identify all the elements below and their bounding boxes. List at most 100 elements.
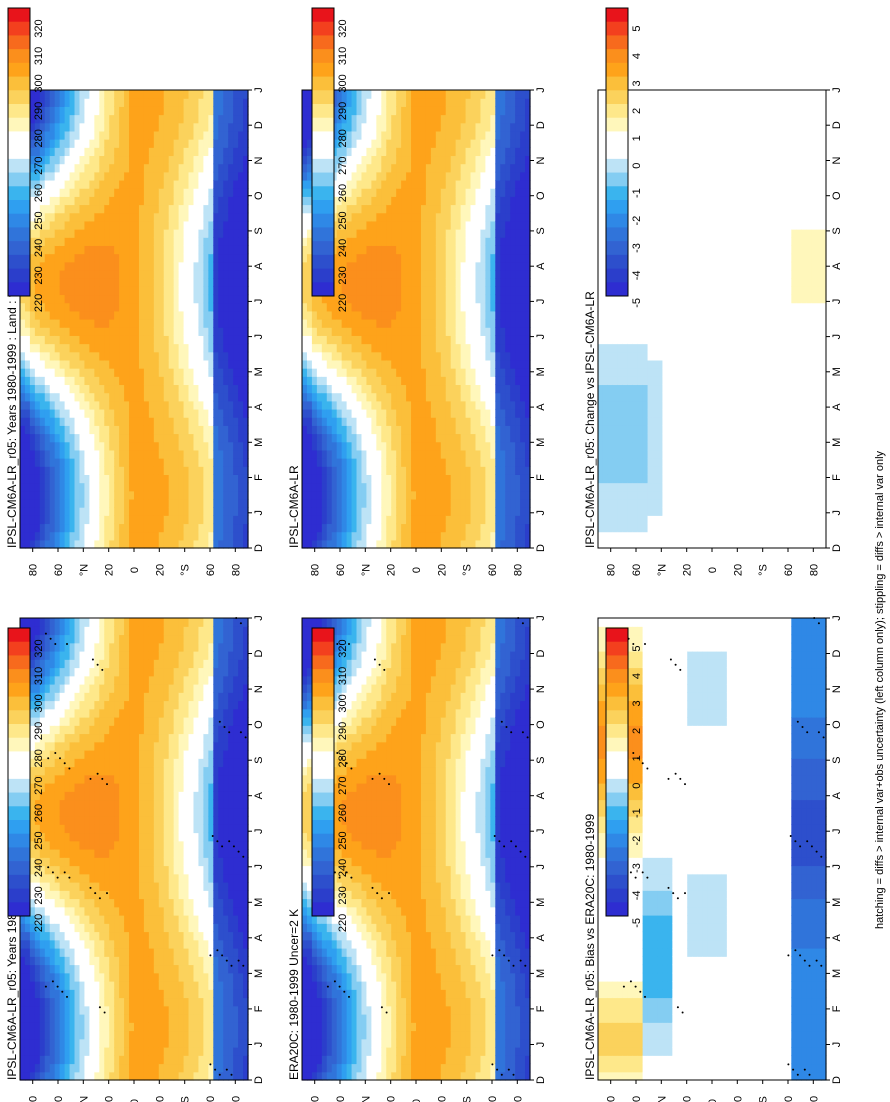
heat-cell [218, 400, 224, 410]
heat-cell [54, 906, 61, 916]
heat-cell [124, 816, 130, 825]
heat-cell [208, 253, 214, 263]
heat-cell [84, 857, 90, 867]
heat-cell [129, 939, 135, 949]
heat-cell [79, 807, 86, 817]
heat-cell [54, 310, 61, 320]
heat-cell [74, 531, 81, 541]
heat-cell [213, 634, 219, 644]
heat-cell [29, 774, 36, 784]
heat-cell [163, 626, 170, 636]
heat-cell [99, 417, 105, 426]
heat-cell [238, 1022, 244, 1032]
heat-cell [69, 931, 76, 941]
heat-cell [198, 997, 204, 1007]
heat-cell [94, 261, 100, 271]
heat-cell [163, 335, 170, 345]
heat-cell [114, 319, 120, 328]
heat-cell [228, 1047, 234, 1056]
heat-cell [188, 923, 195, 933]
heat-cell [129, 659, 135, 669]
heat-cell [148, 1005, 155, 1015]
heat-cell [119, 750, 125, 759]
heat-cell [138, 400, 145, 410]
heat-cell [223, 931, 229, 941]
heat-cell [213, 799, 219, 809]
heat-cell [203, 449, 209, 459]
heat-cell [24, 1022, 31, 1032]
heat-cell [213, 441, 219, 451]
heat-cell [119, 196, 125, 206]
heat-cell [223, 1005, 229, 1015]
heat-cell [134, 507, 140, 516]
heat-cell [183, 675, 190, 685]
heat-cell [84, 474, 90, 484]
heat-cell [138, 684, 145, 693]
heat-cell [228, 733, 234, 743]
heat-cell [158, 335, 165, 345]
heat-cell [109, 196, 115, 206]
heat-cell [218, 948, 224, 957]
heat-cell [193, 915, 200, 924]
heat-cell [163, 807, 170, 817]
heat-cell [193, 368, 200, 377]
heat-cell [119, 237, 125, 246]
heat-cell [163, 857, 170, 867]
heat-cell [148, 931, 155, 941]
heat-cell [44, 294, 51, 304]
heat-cell [54, 626, 61, 636]
heat-cell [188, 1005, 195, 1015]
heat-cell [84, 964, 90, 974]
heat-cell [198, 368, 204, 377]
heat-cell [163, 237, 170, 246]
heat-cell [44, 237, 51, 246]
heat-cell [238, 717, 244, 726]
heat-cell [134, 1063, 140, 1073]
heat-cell [129, 898, 135, 908]
heat-cell [134, 114, 140, 124]
heat-cell [223, 783, 229, 792]
heat-cell [213, 179, 219, 189]
heat-cell [168, 351, 175, 361]
heat-cell [218, 675, 224, 685]
heat-cell [29, 245, 36, 255]
heat-cell [173, 684, 180, 693]
heat-cell [20, 1063, 26, 1073]
heat-cell [84, 343, 90, 353]
heat-cell [89, 651, 95, 660]
stipple-dot [221, 954, 224, 957]
heat-cell [20, 408, 26, 418]
heat-cell [238, 1055, 244, 1065]
heat-cell [129, 474, 135, 484]
heat-cell [119, 923, 125, 933]
heat-cell [138, 692, 145, 702]
heat-cell [238, 931, 244, 941]
heat-cell [188, 523, 195, 533]
month-tick-label: D [253, 649, 265, 657]
heat-cell [20, 490, 26, 500]
heat-cell [134, 824, 140, 834]
heat-cell [94, 237, 100, 246]
stipple-dot [106, 892, 108, 895]
heat-cell [109, 245, 115, 255]
heat-cell [24, 294, 31, 304]
heat-cell [143, 531, 150, 541]
heat-cell [188, 376, 195, 386]
heat-cell [143, 376, 150, 386]
heat-cell [59, 188, 66, 197]
heat-cell [109, 376, 115, 386]
heat-cell [54, 278, 61, 287]
heat-cell [54, 824, 61, 834]
heat-cell [89, 539, 95, 549]
heat-cell [59, 948, 66, 957]
heat-cell [134, 498, 140, 508]
heat-cell [173, 618, 180, 627]
heat-cell [44, 188, 51, 197]
heat-cell [99, 359, 105, 369]
heat-cell [168, 163, 175, 173]
heat-cell [69, 708, 76, 718]
heat-cell [89, 490, 95, 500]
heat-cell [99, 873, 105, 883]
heat-cell [158, 931, 165, 941]
